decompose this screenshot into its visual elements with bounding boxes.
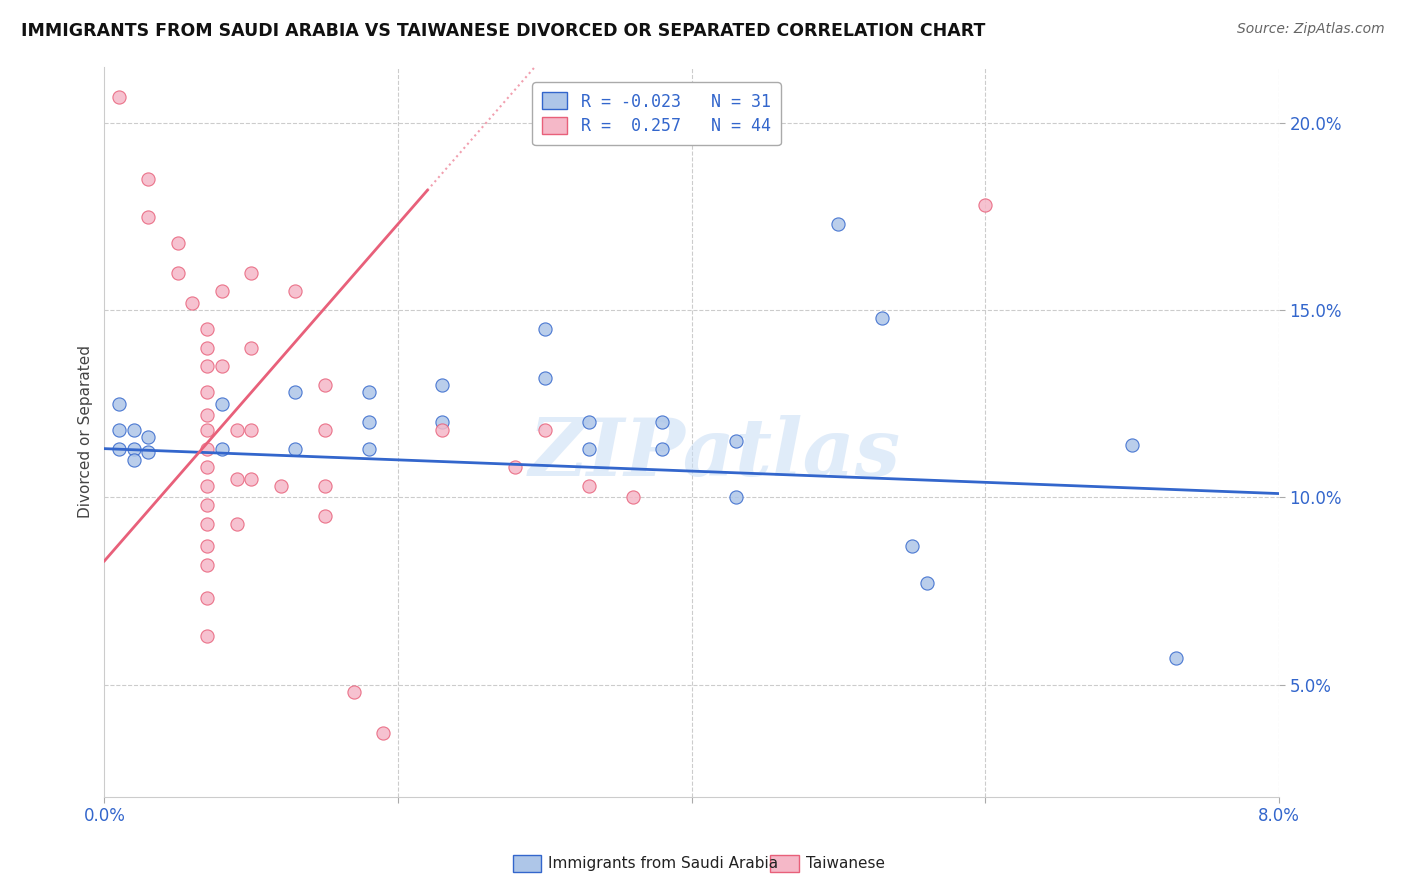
Point xyxy=(195,460,218,475)
Point xyxy=(240,341,263,355)
Point xyxy=(195,423,218,437)
Point xyxy=(240,423,263,437)
Point xyxy=(621,491,644,505)
Point xyxy=(108,423,131,437)
Point xyxy=(108,89,131,103)
Point xyxy=(872,310,894,325)
Point xyxy=(138,172,160,186)
Point xyxy=(724,434,747,449)
Text: Source: ZipAtlas.com: Source: ZipAtlas.com xyxy=(1237,22,1385,37)
Point xyxy=(357,416,380,430)
Point xyxy=(195,341,218,355)
Legend: R = -0.023   N = 31, R =  0.257   N = 44: R = -0.023 N = 31, R = 0.257 N = 44 xyxy=(533,82,780,145)
Point xyxy=(915,576,938,591)
Point xyxy=(195,498,218,512)
Point xyxy=(314,479,336,493)
Point xyxy=(211,397,233,411)
Point xyxy=(533,370,555,384)
Point xyxy=(195,442,218,456)
Point xyxy=(827,217,849,231)
Point xyxy=(195,408,218,422)
Point xyxy=(284,442,307,456)
Point xyxy=(1164,651,1187,665)
Point xyxy=(225,423,247,437)
Point xyxy=(578,442,600,456)
Point xyxy=(724,491,747,505)
Point xyxy=(138,445,160,459)
Point xyxy=(195,359,218,374)
Point xyxy=(430,416,453,430)
Point xyxy=(533,322,555,336)
Point xyxy=(240,266,263,280)
Point xyxy=(284,285,307,299)
Point xyxy=(270,479,292,493)
Point xyxy=(138,430,160,444)
Point xyxy=(901,539,924,553)
Text: IMMIGRANTS FROM SAUDI ARABIA VS TAIWANESE DIVORCED OR SEPARATED CORRELATION CHAR: IMMIGRANTS FROM SAUDI ARABIA VS TAIWANES… xyxy=(21,22,986,40)
Point xyxy=(195,558,218,572)
Point xyxy=(343,685,366,699)
Point xyxy=(357,442,380,456)
Text: ZIPatlas: ZIPatlas xyxy=(529,415,901,492)
Point xyxy=(974,198,997,212)
Point xyxy=(211,442,233,456)
Point xyxy=(195,322,218,336)
Point xyxy=(108,442,131,456)
Point xyxy=(578,416,600,430)
Point xyxy=(225,516,247,531)
Point xyxy=(195,591,218,606)
Point xyxy=(505,460,527,475)
Text: Immigrants from Saudi Arabia: Immigrants from Saudi Arabia xyxy=(548,856,779,871)
Point xyxy=(122,442,145,456)
Point xyxy=(284,385,307,400)
Point xyxy=(1121,438,1143,452)
Point xyxy=(314,423,336,437)
Point xyxy=(430,423,453,437)
Point xyxy=(166,266,188,280)
Point xyxy=(578,479,600,493)
Point xyxy=(195,479,218,493)
Point xyxy=(357,385,380,400)
Point xyxy=(195,539,218,553)
Point xyxy=(651,416,673,430)
Point xyxy=(138,210,160,224)
Point xyxy=(122,453,145,467)
Point xyxy=(195,516,218,531)
Point xyxy=(166,235,188,250)
Point xyxy=(122,423,145,437)
Point xyxy=(211,359,233,374)
Point xyxy=(373,726,395,740)
Y-axis label: Divorced or Separated: Divorced or Separated xyxy=(79,345,93,518)
Point xyxy=(181,295,204,310)
Point xyxy=(225,472,247,486)
Point xyxy=(533,423,555,437)
Point xyxy=(240,472,263,486)
Point xyxy=(314,378,336,392)
Point xyxy=(314,509,336,524)
Point xyxy=(108,397,131,411)
Point xyxy=(651,442,673,456)
Point xyxy=(195,385,218,400)
Point xyxy=(195,629,218,643)
Point xyxy=(211,285,233,299)
Text: Taiwanese: Taiwanese xyxy=(806,856,884,871)
Point xyxy=(430,378,453,392)
